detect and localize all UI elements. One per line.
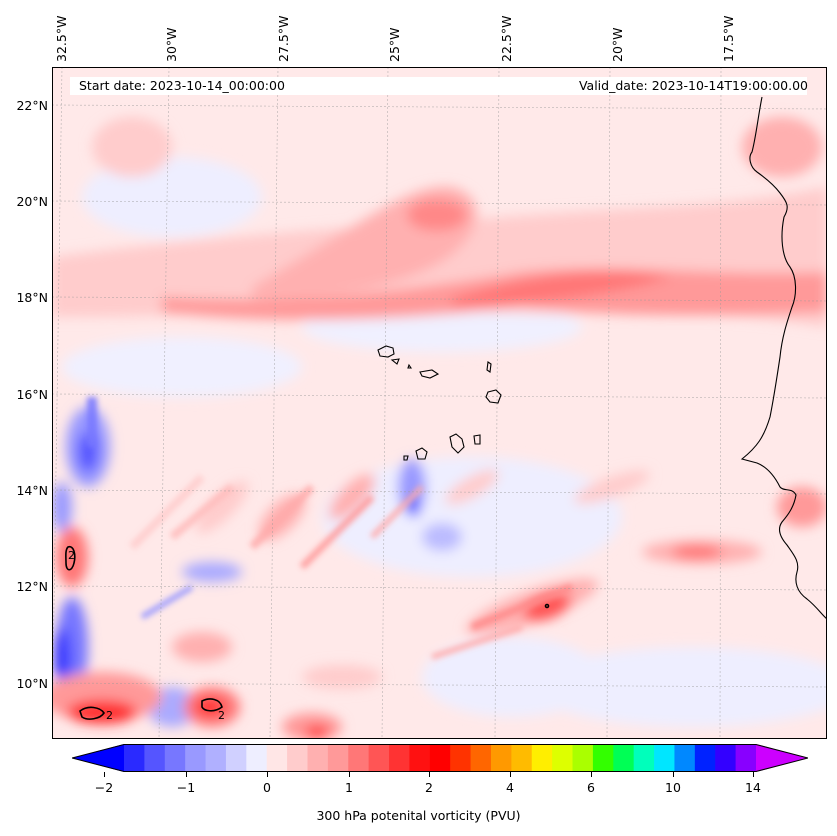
colorbar-segment xyxy=(654,744,676,772)
lat-label-12n: 12°N xyxy=(16,579,48,594)
colorbar-segment xyxy=(531,744,553,772)
colorbar-tick-label: 4 xyxy=(506,780,514,795)
colorbar-segment xyxy=(552,744,574,772)
colorbar-outline xyxy=(72,744,808,772)
lat-label-14n: 14°N xyxy=(16,483,48,498)
colorbar-segment xyxy=(511,744,533,772)
colorbar-tickmark xyxy=(186,772,187,777)
lat-label-20n: 20°N xyxy=(16,194,48,209)
colorbar-segment xyxy=(124,744,145,772)
colorbar-segment xyxy=(389,744,411,772)
date-header-box xyxy=(70,77,807,95)
contour-label-2b: 2 xyxy=(106,709,113,722)
colorbar-tick-label: −2 xyxy=(94,780,114,795)
colorbar-segment xyxy=(205,744,227,772)
colorbar-tickmark xyxy=(591,772,592,777)
colorbar-tickmark xyxy=(753,772,754,777)
colorbar-segment xyxy=(327,744,349,772)
colorbar-tick-label: 1 xyxy=(345,780,353,795)
colorbar-segment xyxy=(246,744,268,772)
colorbar-segment xyxy=(287,744,309,772)
colorbar-extend-min xyxy=(72,744,124,772)
contour-label-2c: 2 xyxy=(218,709,225,722)
colorbar-segment xyxy=(409,744,431,772)
colorbar-tick-label: 10 xyxy=(665,780,681,795)
contour-label-2a: 2 xyxy=(68,549,75,562)
lon-label-20w: 20°W xyxy=(610,27,625,62)
lat-label-22n: 22°N xyxy=(16,98,48,113)
colorbar-tickmark xyxy=(429,772,430,777)
colorbar-tickmark xyxy=(267,772,268,777)
colorbar-tick-label: 6 xyxy=(587,780,595,795)
lon-label-32-5w: 32.5°W xyxy=(54,15,69,62)
colorbar-segment xyxy=(307,744,329,772)
colorbar-segment xyxy=(225,744,247,772)
cape-verde-islands xyxy=(377,345,502,461)
colorbar-segment xyxy=(592,744,614,772)
lat-label-18n: 18°N xyxy=(16,290,48,305)
colorbar-extend-max xyxy=(756,744,808,772)
colorbar-segment xyxy=(266,744,288,772)
colorbar-segment xyxy=(470,744,492,772)
colorbar-segment xyxy=(429,744,451,772)
pv-2-contours xyxy=(65,545,550,720)
colorbar-segment xyxy=(694,744,716,772)
lat-label-16n: 16°N xyxy=(16,387,48,402)
coastline-africa xyxy=(740,96,827,620)
colorbar-segment xyxy=(715,744,737,772)
map-border xyxy=(52,67,827,739)
colorbar-segment xyxy=(674,744,696,772)
graticule xyxy=(52,67,827,739)
colorbar-segment xyxy=(613,744,635,772)
colorbar-tick-label: 2 xyxy=(425,780,433,795)
pv-streaks xyxy=(87,397,574,660)
colorbar-tick-label: 14 xyxy=(745,780,761,795)
colorbar-tickmark xyxy=(349,772,350,777)
colorbar-tick-label: −1 xyxy=(176,780,196,795)
pv-field xyxy=(52,117,827,739)
colorbar-segment xyxy=(450,744,472,772)
colorbar-tickmark xyxy=(673,772,674,777)
colorbar-segment xyxy=(348,744,370,772)
colorbar-segment xyxy=(185,744,207,772)
colorbar-segment xyxy=(164,744,186,772)
colorbar-segment xyxy=(633,744,655,772)
lon-label-25w: 25°W xyxy=(387,27,402,62)
start-date-label: Start date: 2023-10-14_00:00:00 xyxy=(79,78,285,93)
colorbar-label: 300 hPa potenital vorticity (PVU) xyxy=(316,808,521,823)
colorbar-tick-label: 0 xyxy=(263,780,271,795)
lon-label-27-5w: 27.5°W xyxy=(276,15,291,62)
valid-date-label: Valid_date: 2023-10-14T19:00:00.00 xyxy=(578,78,808,93)
lon-label-22-5w: 22.5°W xyxy=(499,15,514,62)
pv-map: 2 2 2 xyxy=(52,67,827,739)
colorbar-segment xyxy=(735,744,757,772)
colorbar-tickmark xyxy=(104,772,105,777)
colorbar-segment xyxy=(572,744,594,772)
colorbar-segment xyxy=(490,744,512,772)
colorbar-segment xyxy=(368,744,390,772)
colorbar-segment xyxy=(144,744,166,772)
colorbar xyxy=(72,744,808,772)
lon-label-17-5w: 17.5°W xyxy=(721,15,736,62)
lat-label-10n: 10°N xyxy=(16,676,48,691)
colorbar-tickmark xyxy=(510,772,511,777)
lon-label-30w: 30°W xyxy=(164,27,179,62)
